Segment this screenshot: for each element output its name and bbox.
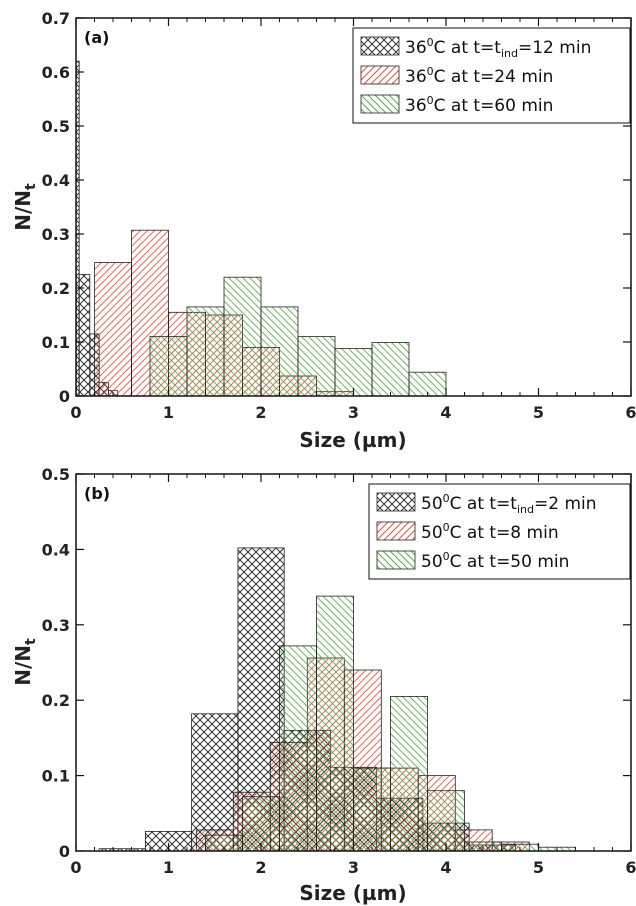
panel-a-legend-swatch-2 — [360, 94, 400, 114]
panel-b-xlabel: Size (µm) — [299, 881, 406, 905]
panel-a-xtick-label-6: 6 — [625, 403, 636, 422]
panel-a-series-2-bar-1 — [186, 306, 225, 397]
panel-b-ylabel: N/Nt — [11, 638, 39, 686]
panel-b-ytick-label-3: 0.3 — [42, 616, 70, 635]
panel-a-legend-text-1: 360C at t=24 min — [405, 65, 553, 87]
panel-a-ytick-label-0: 0 — [59, 387, 70, 406]
panel-a-label: (a) — [84, 28, 109, 47]
panel-b-xtick-label-0: 0 — [70, 858, 81, 877]
panel-a-series-2-bar-4 — [297, 336, 336, 397]
panel-a-series-2-bar-3 — [260, 306, 299, 397]
panel-a-xtick-label-2: 2 — [255, 403, 266, 422]
panel-a-series-2-bar-6 — [371, 342, 410, 397]
panel-a-ylabel: N/Nt — [11, 183, 39, 231]
panel-b-legend-text-1: 500C at t=8 min — [421, 521, 559, 543]
panel-a-xtick-label-4: 4 — [440, 403, 451, 422]
panel-a-ytick-label-6: 0.6 — [42, 63, 70, 82]
panel-b-ytick-label-2: 0.2 — [42, 691, 70, 710]
panel-b-legend-swatch-1 — [376, 521, 416, 541]
panel-b-series-2-bar-2 — [279, 645, 317, 852]
panel-a-ytick-label-4: 0.4 — [42, 171, 70, 190]
panel-a-ytick-label-3: 0.3 — [42, 225, 70, 244]
panel-a-xtick-label-0: 0 — [70, 403, 81, 422]
panel-a-legend-text-0: 360C at t=tind=12 min — [405, 36, 591, 60]
panel-a-xtick-label-1: 1 — [163, 403, 174, 422]
panel-a-ticks: 0 1 2 3 4 5 6 0 0.1 0.2 0.3 0.4 0.5 0.6 0.7 — [42, 9, 636, 422]
panel-a-xtick-label-3: 3 — [348, 403, 359, 422]
panel-b-xtick-label-6: 6 — [625, 858, 636, 877]
panel-b-xtick-label-1: 1 — [163, 858, 174, 877]
panel-b-xtick-label-2: 2 — [255, 858, 266, 877]
panel-b-ylabel-main: N/N — [11, 645, 35, 686]
panel-a-ylabel-sub: t — [23, 183, 39, 190]
panel-a-series-1-bar-0 — [94, 262, 132, 397]
panel-a-series-2-bar-0 — [149, 336, 188, 397]
panel-b-ylabel-sub: t — [23, 638, 39, 645]
panel-b: 0 1 2 3 4 5 6 0 0.1 0.2 0.3 0.4 0.5 (b) N/Nt Size (µ… — [11, 465, 636, 905]
panel-b-series-2-bar-1 — [242, 796, 280, 852]
panel-a-series-2-bar-2 — [223, 276, 262, 397]
panel-b-xtick-label-3: 3 — [348, 858, 359, 877]
panel-a-legend: 360C at t=tind=12 min 360C at t=24 min 360… — [352, 27, 631, 124]
panel-a-bars — [75, 60, 447, 397]
panel-a-legend-swatch-0 — [360, 36, 400, 56]
panel-b-series-2-bar-3 — [316, 595, 354, 852]
panel-b-legend-text-0: 500C at t=tind=2 min — [421, 492, 597, 516]
panel-b-legend-swatch-0 — [376, 492, 416, 512]
panel-b-ytick-label-5: 0.5 — [42, 465, 70, 484]
panel-b-legend-text-2: 500C at t=50 min — [421, 550, 569, 572]
panel-b-label: (b) — [84, 484, 110, 503]
panel-a-ytick-label-7: 0.7 — [42, 9, 70, 28]
panel-b-series-2-bar-4 — [353, 767, 391, 852]
panel-a-ylabel-main: N/N — [11, 190, 35, 231]
panel-a-legend-swatch-1 — [360, 65, 400, 85]
panel-b-legend: 500C at t=tind=2 min 500C at t=8 min 500C … — [368, 483, 631, 580]
panel-a-ytick-label-2: 0.2 — [42, 279, 70, 298]
panel-a-legend-text-2: 360C at t=60 min — [405, 94, 553, 116]
panel-a-xlabel: Size (µm) — [299, 428, 406, 452]
panel-b-xtick-label-5: 5 — [533, 858, 544, 877]
panel-b-ytick-label-0: 0 — [59, 842, 70, 861]
panel-b-bars — [98, 547, 576, 852]
panel-a-ytick-label-5: 0.5 — [42, 117, 70, 136]
panel-a: 0 1 2 3 4 5 6 0 0.1 0.2 0.3 0.4 0.5 0.6 0.7 (a) N/Nt S… — [11, 9, 636, 452]
panel-b-legend-swatch-2 — [376, 550, 416, 570]
panel-b-ytick-label-4: 0.4 — [42, 540, 70, 559]
panel-b-ytick-label-1: 0.1 — [42, 767, 70, 786]
panel-b-xtick-label-4: 4 — [440, 858, 451, 877]
panel-b-ticks: 0 1 2 3 4 5 6 0 0.1 0.2 0.3 0.4 0.5 — [42, 465, 636, 877]
panel-a-series-0-bar-1 — [78, 274, 91, 397]
panel-b-series-2-bar-6 — [427, 790, 465, 852]
panel-a-xtick-label-5: 5 — [533, 403, 544, 422]
panel-a-ytick-label-1: 0.1 — [42, 333, 70, 352]
panel-b-series-2-bar-5 — [390, 696, 428, 852]
